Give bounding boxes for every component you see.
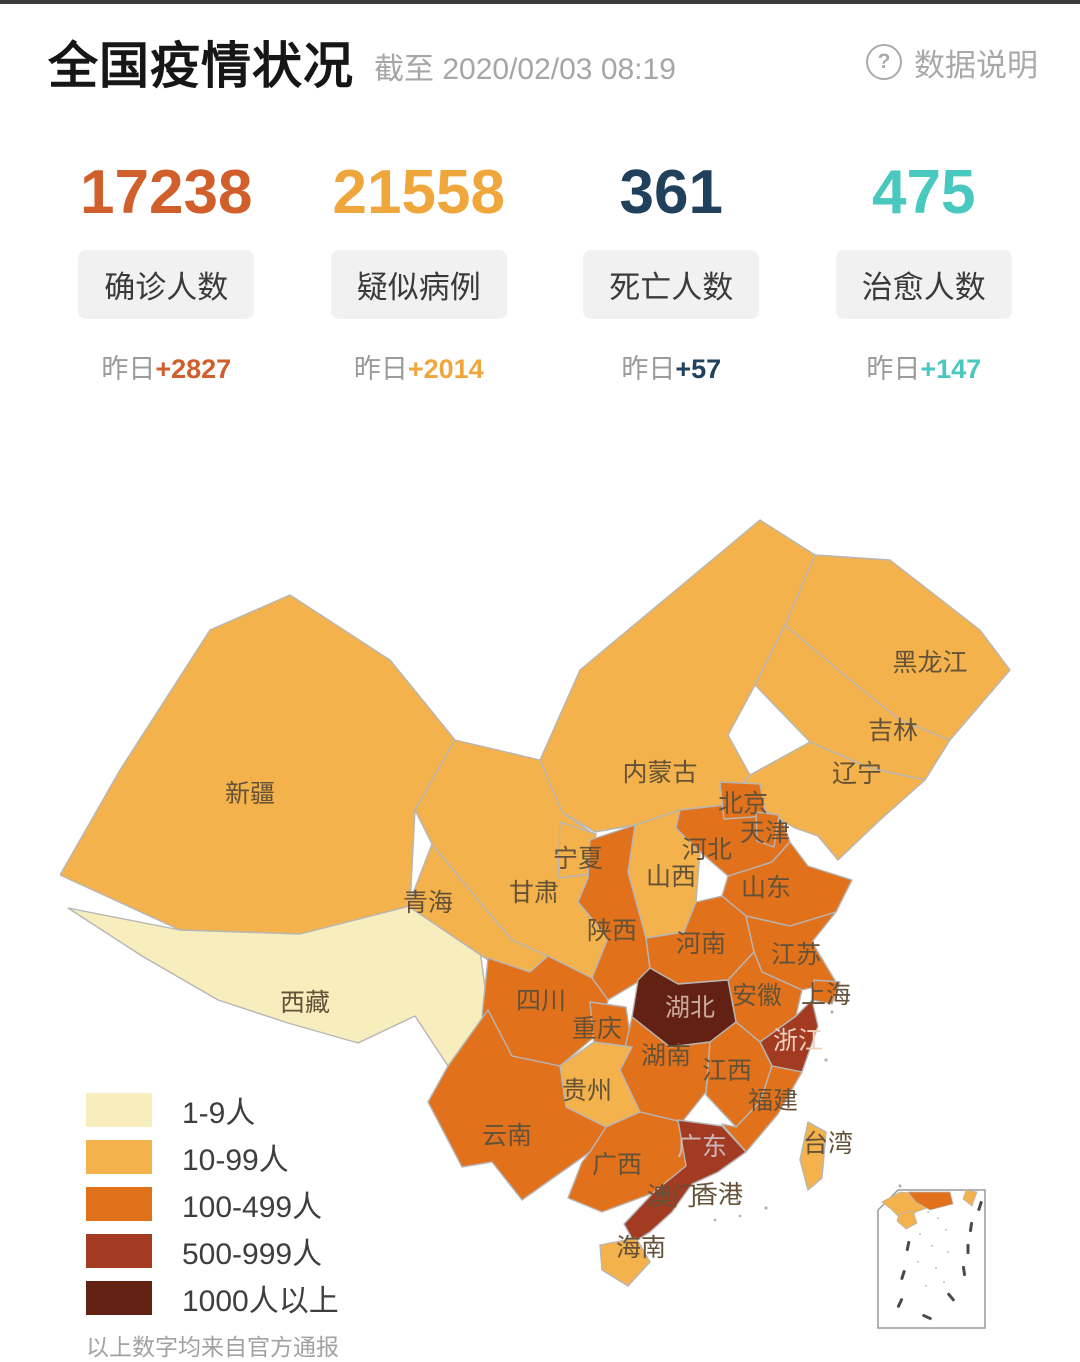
inset-island-specks [917,1211,949,1287]
legend-label-0: 1-9人 [182,1097,256,1130]
data-notes-button[interactable]: ? 数据说明 [866,40,1038,85]
suspected-count: 21558 [332,158,505,227]
province-hainan [599,1237,651,1287]
page-title: 全国疫情状况 [48,38,354,94]
cured-count: 475 [872,158,976,227]
province-label-guangxi: 广西 [592,1151,642,1179]
province-label-guizhou: 贵州 [562,1077,612,1105]
legend-rows: 1-9人 10-99人 100-499人 500-999人 1000人以上 [86,1093,339,1318]
province-shaanxi [577,824,651,1001]
province-label-hebei: 河北 [682,836,732,864]
province-label-beijing: 北京 [718,790,768,818]
province-taiwan [799,1121,827,1191]
province-xinjiang [60,594,456,936]
as-of-timestamp: 截至 2020/02/03 08:19 [374,53,676,86]
inset-coast-orange [907,1191,954,1211]
stat-card-cured: 475 治愈人数 昨日+147 [798,162,1051,386]
province-label-ningxia: 宁夏 [553,845,603,873]
province-label-neimenggu: 内蒙古 [622,759,697,787]
inset-taiwan-tip [962,1189,978,1207]
stats-row: 17238 确诊人数 昨日+2827 21558 疑似病例 昨日+2014 36… [40,162,1050,386]
deaths-count: 361 [619,158,723,227]
province-label-shaanxi: 陕西 [587,917,637,945]
confirmed-count: 17238 [80,158,253,227]
province-label-jilin: 吉林 [868,717,918,745]
province-label-hongkong: 香港 [693,1181,743,1209]
legend-swatch-1 [86,1140,152,1174]
stat-card-confirmed: 17238 确诊人数 昨日+2827 [40,162,293,386]
cured-label: 治愈人数 [835,250,1012,319]
legend-item-4: 1000人以上 [86,1281,339,1318]
map-legend: 1-9人 10-99人 100-499人 500-999人 1000人以上 以上数字均来… [86,1093,339,1362]
legend-item-1: 10-99人 [86,1140,339,1177]
legend-label-3: 500-999人 [182,1238,323,1271]
question-circle-icon: ? [866,44,902,80]
province-label-gansu: 甘肃 [509,879,559,907]
data-notes-label: 数据说明 [914,47,1038,83]
deaths-delta: 昨日+57 [621,354,722,384]
legend-label-2: 100-499人 [182,1191,323,1224]
header: 全国疫情状况 截至 2020/02/03 08:19 ? 数据说明 [48,26,1038,98]
suspected-delta: 昨日+2014 [353,354,484,384]
deaths-label: 死亡人数 [583,250,760,319]
legend-swatch-0 [86,1093,152,1127]
confirmed-label: 确诊人数 [78,250,255,319]
legend-swatch-2 [86,1187,152,1221]
top-edge-bar [0,0,1080,4]
province-label-tianjin: 天津 [740,819,790,847]
province-label-qinghai: 青海 [403,889,453,917]
province-label-xinjiang: 新疆 [225,780,275,808]
confirmed-delta: 昨日+2827 [101,354,232,384]
stat-card-deaths: 361 死亡人数 昨日+57 [545,162,798,386]
province-label-macau: 澳门 [647,1183,697,1211]
suspected-label: 疑似病例 [330,250,507,319]
province-label-hainan: 海南 [616,1234,666,1262]
province-label-jiangsu: 江苏 [771,941,821,969]
province-label-chongqing: 重庆 [572,1015,622,1043]
small-islands [713,1010,902,1222]
province-label-heilongjiang: 黑龙江 [892,649,967,677]
south-china-sea-inset [877,1189,986,1329]
nine-dash-line [896,1201,983,1321]
province-label-henan: 河南 [676,930,726,958]
province-yunnan [427,1009,607,1201]
province-label-shandong: 山东 [741,874,791,902]
province-label-hunan: 湖南 [641,1042,691,1070]
legend-item-0: 1-9人 [86,1093,339,1130]
cured-delta: 昨日+147 [866,354,982,384]
province-shanghai [811,979,841,1005]
province-neimenggu [539,519,816,833]
legend-swatch-3 [86,1234,152,1268]
province-guangxi [567,1111,689,1213]
province-label-liaoning: 辽宁 [832,760,882,788]
province-label-zhejiang: 浙江 [773,1027,823,1055]
province-label-shanxi: 山西 [646,863,696,891]
inset-hainan [896,1210,918,1230]
province-guangdong [623,1119,747,1243]
province-tianjin [755,811,780,848]
stat-card-suspected: 21558 疑似病例 昨日+2014 [293,162,546,386]
province-label-yunnan: 云南 [482,1122,532,1150]
province-label-anhui: 安徽 [732,982,782,1010]
province-label-hubei: 湖北 [665,994,715,1022]
legend-note: 以上数字均来自官方通报 [86,1334,339,1360]
province-label-shanghai: 上海 [801,981,851,1009]
province-label-jiangxi: 江西 [702,1057,752,1085]
province-label-sichuan: 四川 [516,987,566,1015]
legend-label-1: 10-99人 [182,1144,289,1177]
province-label-fujian: 福建 [748,1087,798,1115]
province-label-guangdong: 广东 [677,1133,727,1161]
legend-label-4: 1000人以上 [182,1285,339,1318]
province-label-tibet: 西藏 [280,989,330,1017]
legend-swatch-4 [86,1281,152,1315]
legend-item-3: 500-999人 [86,1234,339,1271]
province-label-taiwan: 台湾 [803,1130,853,1158]
legend-item-2: 100-499人 [86,1187,339,1224]
